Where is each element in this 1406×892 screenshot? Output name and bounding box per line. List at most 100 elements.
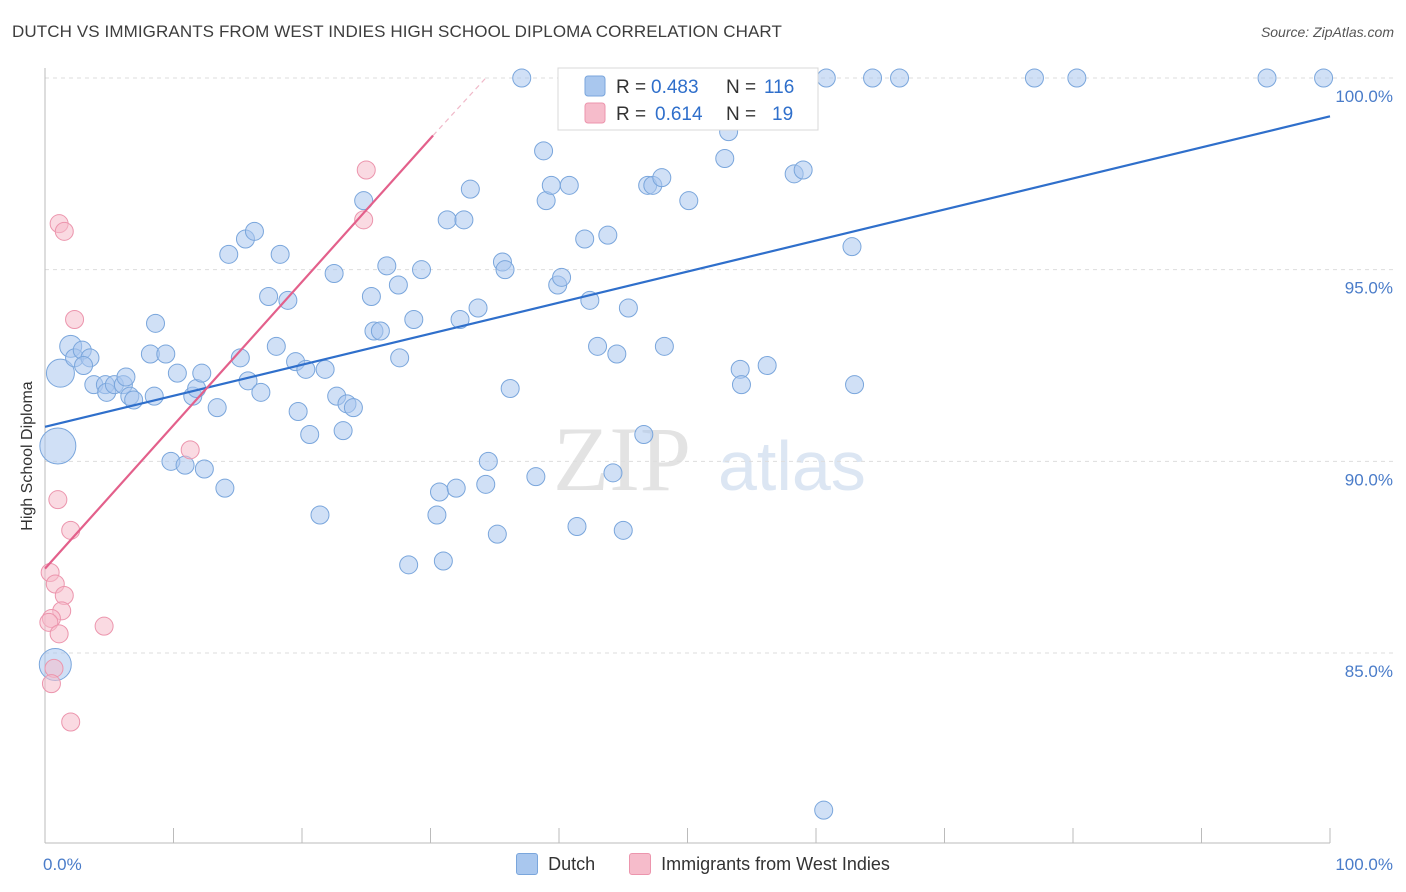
dutch-point bbox=[324, 264, 344, 283]
dutch-point bbox=[652, 168, 672, 188]
dutch-point bbox=[266, 336, 286, 356]
west-indies-point bbox=[356, 160, 376, 180]
west-indies-legend-label: Immigrants from West Indies bbox=[661, 853, 890, 874]
dutch-point bbox=[354, 191, 374, 211]
dutch-point bbox=[1314, 68, 1334, 88]
dutch-point bbox=[567, 517, 587, 536]
west-indies-point bbox=[354, 210, 374, 230]
dutch-point bbox=[310, 505, 330, 525]
west-indies-points bbox=[39, 160, 376, 732]
west-indies-swatch bbox=[629, 853, 652, 875]
dutch-point bbox=[1257, 68, 1277, 88]
west-indies-point bbox=[61, 520, 81, 540]
dutch-point bbox=[552, 267, 572, 287]
dutch-point bbox=[404, 310, 424, 329]
dutch-point bbox=[1067, 68, 1087, 88]
dutch-point bbox=[244, 221, 264, 241]
west-indies-point bbox=[48, 490, 68, 510]
dutch-point bbox=[219, 244, 239, 264]
dutch-point bbox=[433, 551, 453, 571]
y-tick-label: 100.0% bbox=[1335, 87, 1393, 106]
dutch-point bbox=[842, 237, 862, 257]
dutch-point bbox=[437, 210, 457, 230]
west-indies-point bbox=[54, 221, 74, 241]
legend-dutch-n-value: 116 bbox=[764, 77, 794, 98]
dutch-legend-label: Dutch bbox=[548, 853, 596, 874]
dutch-point bbox=[427, 505, 447, 525]
west-indies-point bbox=[65, 310, 85, 329]
legend-dutch-swatch bbox=[584, 75, 606, 97]
dutch-point bbox=[270, 244, 290, 264]
y-tick-label: 85.0% bbox=[1345, 662, 1393, 681]
y-tick-label: 95.0% bbox=[1345, 279, 1393, 298]
dutch-point bbox=[607, 344, 627, 364]
dutch-point bbox=[534, 141, 554, 161]
dutch-point bbox=[146, 313, 166, 333]
dutch-point bbox=[613, 520, 633, 540]
dutch-point bbox=[845, 375, 865, 395]
dutch-point bbox=[315, 359, 335, 379]
west-indies-point bbox=[94, 616, 114, 636]
source-credit: Source: ZipAtlas.com bbox=[1260, 24, 1394, 40]
dutch-point bbox=[45, 358, 75, 388]
dutch-point bbox=[793, 160, 813, 180]
dutch-point bbox=[816, 68, 836, 88]
dutch-point bbox=[468, 298, 488, 318]
dutch-point bbox=[654, 336, 674, 356]
dutch-point bbox=[207, 398, 227, 418]
dutch-point bbox=[890, 68, 910, 88]
watermark: ZIP atlas bbox=[553, 408, 866, 510]
dutch-point bbox=[156, 344, 176, 364]
series-legend-west-indies: Immigrants from West Indies bbox=[629, 853, 890, 875]
dutch-point bbox=[230, 348, 250, 368]
dutch-point bbox=[390, 348, 410, 368]
legend-dutch-n-label: N = bbox=[726, 77, 756, 98]
west-indies-point bbox=[61, 712, 81, 732]
dutch-point bbox=[194, 459, 214, 479]
dutch-point bbox=[731, 375, 751, 395]
dutch-point bbox=[460, 179, 480, 199]
legend-wi-swatch bbox=[584, 102, 606, 124]
correlation-legend: R = 0.483 N = 116 R = 0.614 N = 19 bbox=[557, 67, 819, 131]
dutch-point bbox=[500, 379, 520, 398]
chart-title: DUTCH VS IMMIGRANTS FROM WEST INDIES HIG… bbox=[12, 22, 782, 41]
dutch-points bbox=[38, 68, 1334, 820]
dutch-point bbox=[598, 225, 618, 245]
dutch-point bbox=[512, 68, 532, 88]
dutch-point bbox=[715, 149, 735, 168]
west-indies-trend-extension bbox=[432, 77, 487, 136]
dutch-point bbox=[412, 260, 432, 280]
dutch-point bbox=[288, 402, 308, 421]
legend-wi-n-value: 19 bbox=[772, 104, 793, 125]
y-tick-label: 90.0% bbox=[1345, 470, 1393, 489]
dutch-point bbox=[814, 800, 834, 820]
watermark-atlas: atlas bbox=[718, 427, 866, 505]
dutch-point bbox=[757, 356, 777, 375]
dutch-point bbox=[495, 260, 515, 280]
dutch-point bbox=[251, 382, 271, 402]
tick-labels: 85.0% 90.0% 95.0% 100.0% 0.0% 100.0% bbox=[43, 87, 1393, 874]
dutch-point bbox=[575, 229, 595, 249]
dutch-point bbox=[618, 298, 638, 318]
dutch-point bbox=[478, 451, 498, 471]
dutch-point bbox=[454, 210, 474, 230]
dutch-point bbox=[487, 524, 507, 544]
dutch-point bbox=[863, 68, 883, 88]
x-tick-label: 100.0% bbox=[1335, 855, 1393, 874]
dutch-point bbox=[476, 474, 496, 494]
dutch-point bbox=[39, 427, 77, 465]
dutch-point bbox=[300, 425, 320, 444]
trend-lines bbox=[44, 77, 1331, 570]
dutch-point bbox=[541, 175, 561, 195]
legend-wi-n-label: N = bbox=[726, 104, 756, 125]
dutch-swatch bbox=[516, 853, 539, 875]
legend-dutch-r-label: R = bbox=[616, 77, 646, 98]
dutch-point bbox=[361, 287, 381, 306]
dutch-point bbox=[377, 256, 397, 276]
legend-dutch-r-value: 0.483 bbox=[651, 77, 699, 98]
dutch-point bbox=[74, 356, 94, 375]
dutch-point bbox=[450, 310, 470, 329]
dutch-point bbox=[343, 398, 363, 418]
dutch-point bbox=[116, 367, 136, 387]
